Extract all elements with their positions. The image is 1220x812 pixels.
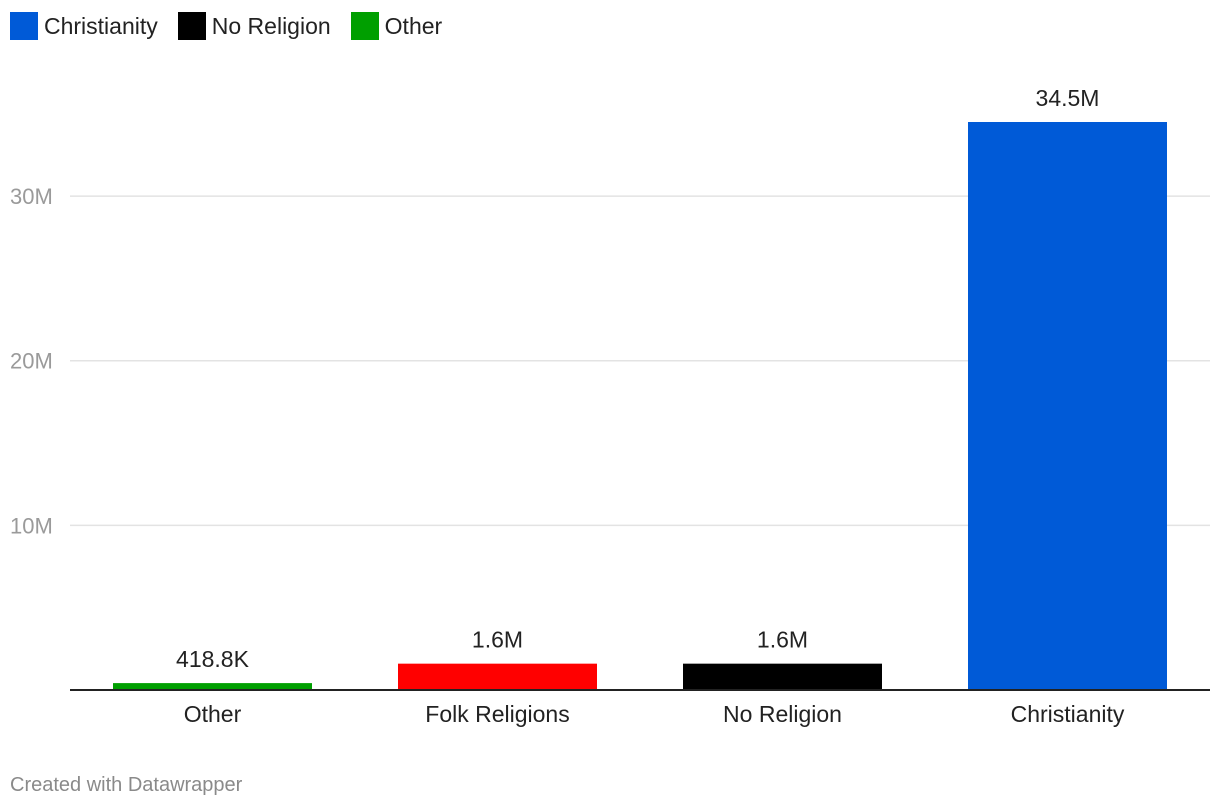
legend-item-christianity: Christianity [10, 12, 158, 40]
bar-value-label: 34.5M [1036, 85, 1100, 111]
legend-swatch-other [350, 12, 379, 40]
footer-credit: Created with Datawrapper [10, 774, 243, 796]
legend-swatch-no-religion [177, 12, 206, 40]
legend-label-no-religion: No Religion [211, 12, 331, 39]
x-category-label: Folk Religions [425, 701, 569, 727]
legend-label-other: Other [384, 12, 443, 39]
legend-item-no-religion: No Religion [177, 12, 331, 40]
y-tick-label: 20M [10, 349, 53, 374]
bar-value-label: 1.6M [757, 627, 808, 653]
bar [113, 683, 312, 690]
x-category-label: Other [184, 701, 242, 727]
bar [398, 663, 597, 690]
x-category-label: Christianity [1011, 701, 1125, 727]
bar-value-label: 418.8K [176, 646, 250, 672]
y-tick-label: 30M [10, 184, 53, 209]
y-tick-label: 10M [10, 513, 53, 538]
x-category-label: No Religion [723, 701, 842, 727]
legend: Christianity No Religion Other [10, 12, 442, 40]
bar [968, 122, 1167, 690]
legend-swatch-christianity [10, 12, 38, 40]
bar-value-label: 1.6M [472, 627, 523, 653]
legend-label-christianity: Christianity [44, 12, 158, 39]
legend-item-other: Other [350, 12, 443, 40]
bar [683, 663, 882, 690]
